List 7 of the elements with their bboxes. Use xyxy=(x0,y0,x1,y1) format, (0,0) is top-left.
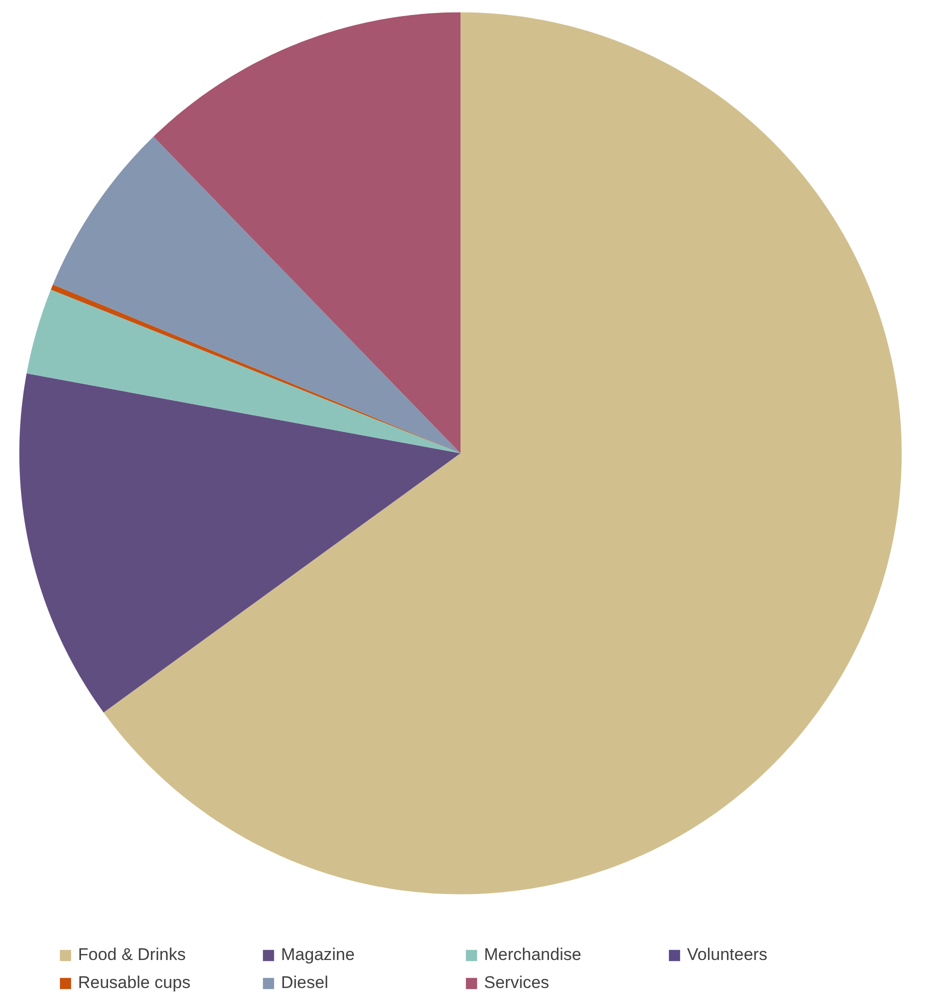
legend-label: Reusable cups xyxy=(78,973,192,993)
legend-label: Diesel xyxy=(281,973,330,993)
legend-label: Services xyxy=(484,973,550,993)
legend-label: Food & Drinks xyxy=(78,945,187,965)
legend-label: Magazine xyxy=(281,945,356,965)
legend-label: Merchandise xyxy=(484,945,582,965)
legend-label: Volunteers xyxy=(687,945,768,965)
